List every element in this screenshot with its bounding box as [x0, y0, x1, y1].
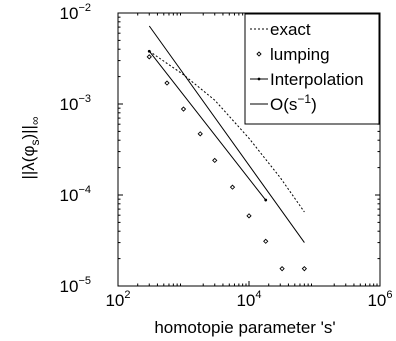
legend-marker — [257, 77, 261, 81]
legend: exact lumping Interpolation O(s−1) — [244, 13, 380, 125]
tick-layer: 102 104 106 10−5 10−4 10−3 10−2 — [60, 2, 393, 310]
interpolation-marker — [264, 198, 268, 202]
lumping-marker — [146, 54, 152, 60]
x-axis-label: homotopie parameter 's' — [154, 318, 335, 337]
legend-swatch — [250, 77, 268, 81]
x-tick-label: 102 — [105, 289, 130, 310]
interpolation-marker — [147, 49, 151, 53]
lumping-marker — [212, 157, 218, 164]
legend-marker — [256, 51, 262, 57]
y-tick-label: 10−4 — [60, 184, 91, 205]
lumping-marker — [197, 131, 203, 137]
series-markers — [146, 54, 307, 272]
lumping-marker — [246, 213, 252, 219]
legend-box — [244, 13, 380, 125]
lumping-marker — [164, 80, 170, 86]
lumping-marker — [301, 266, 307, 272]
legend-swatch — [256, 51, 262, 57]
y-tick-label: 10−2 — [60, 2, 91, 23]
y-tick-label: 10−5 — [60, 275, 91, 296]
interpolation-line — [148, 50, 267, 201]
x-tick-label: 104 — [236, 289, 261, 310]
series-line-with-points — [147, 49, 268, 202]
series-solid — [148, 25, 305, 243]
x-tick-label: 106 — [367, 289, 392, 310]
lumping-marker — [279, 266, 285, 272]
series-layer — [146, 25, 307, 272]
legend-label: lumping — [270, 45, 330, 64]
legend-label: Interpolation — [270, 70, 364, 89]
lumping-marker — [180, 106, 187, 112]
order-reference-line — [148, 25, 305, 243]
legend-label: O(s−1) — [270, 92, 317, 114]
lumping-marker — [263, 238, 269, 244]
y-tick-label: 10−3 — [60, 93, 91, 114]
legend-label: exact — [270, 20, 311, 39]
lumping-marker — [229, 184, 236, 190]
y-axis-label: ||λ(φs)||∞ — [19, 116, 42, 179]
